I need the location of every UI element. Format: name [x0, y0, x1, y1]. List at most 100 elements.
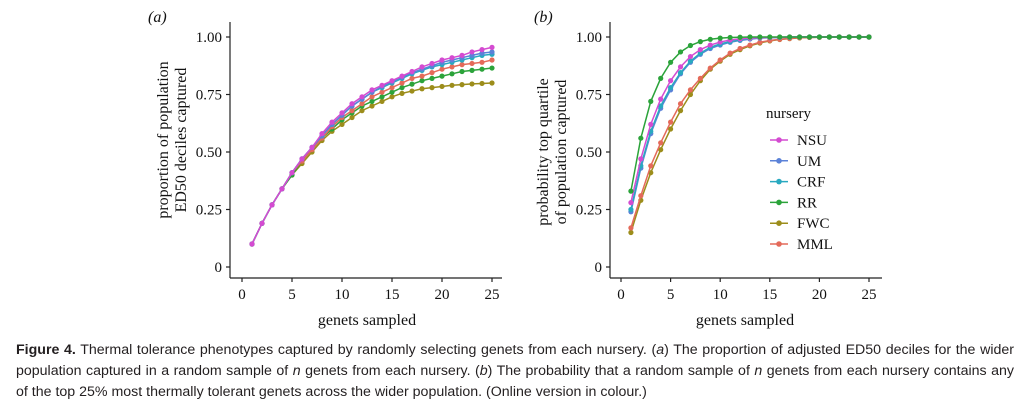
data-point-mml — [658, 140, 664, 146]
data-point-rr — [677, 49, 684, 55]
data-point-rr — [419, 78, 425, 84]
panel-label: (b) — [534, 9, 553, 26]
figure: (a) 0 0.25 0.50 0.75 1.00 0 5 10 15 20 25 genets sam… — [148, 9, 882, 329]
x-tick-label: 5 — [288, 287, 296, 303]
data-point-fwc — [677, 108, 684, 114]
data-point-mml — [628, 225, 634, 231]
y-axis-label: probability top quartileof population ca… — [535, 78, 570, 226]
panel-b: (b) 0 0.25 0.50 0.75 1.00 0 5 10 15 20 25 genets sam… — [534, 9, 882, 329]
series-line-mml — [630, 36, 869, 229]
data-point-nsu — [359, 94, 365, 100]
y-tick-label: 0.50 — [196, 145, 222, 161]
data-point-nsu — [249, 241, 255, 247]
data-point-rr — [747, 34, 753, 40]
data-point-mml — [747, 42, 753, 48]
data-point-rr — [638, 135, 644, 141]
data-point-rr — [866, 34, 872, 40]
data-point-mml — [757, 39, 763, 45]
data-point-nsu — [707, 42, 713, 48]
legend-entry-mml: MML — [797, 237, 833, 253]
data-point-nsu — [369, 87, 375, 93]
legend-swatch-dot — [776, 199, 782, 206]
data-point-rr — [687, 42, 694, 49]
data-point-nsu — [668, 78, 674, 84]
data-point-nsu — [449, 55, 455, 61]
data-point-mml — [409, 75, 415, 81]
data-point-nsu — [259, 220, 265, 226]
data-point-fwc — [379, 98, 385, 104]
caption-n-variable: n — [292, 363, 301, 379]
legend-swatch-dot — [776, 158, 782, 164]
data-point-mml — [369, 94, 375, 100]
data-point-mml — [439, 66, 445, 72]
data-point-rr — [836, 34, 842, 40]
data-point-mml — [697, 75, 703, 81]
data-point-fwc — [449, 82, 455, 88]
data-point-mml — [668, 119, 674, 125]
series-line-um — [630, 36, 869, 212]
data-point-nsu — [339, 110, 345, 116]
y-tick-label: 0 — [215, 260, 223, 276]
data-point-fwc — [399, 90, 405, 96]
data-point-rr — [389, 89, 395, 95]
x-axis-label: genets sampled — [318, 312, 416, 329]
data-point-nsu — [319, 131, 325, 137]
caption-text-4: ) The probability that a random sample o… — [487, 363, 755, 379]
data-point-crf — [668, 85, 674, 91]
x-tick-label: 5 — [667, 287, 675, 303]
legend-title: nursery — [766, 106, 811, 122]
data-point-mml — [379, 89, 385, 95]
legend-entry-fwc: FWC — [797, 216, 830, 232]
y-axis-label-line: of population captured — [553, 80, 570, 225]
data-point-fwc — [419, 86, 425, 92]
y-tick-label: 0.25 — [196, 203, 222, 219]
data-point-mml — [717, 57, 723, 63]
data-point-rr — [757, 34, 763, 40]
data-point-crf — [658, 103, 664, 109]
series-line-rr — [630, 36, 869, 192]
data-point-rr — [658, 75, 664, 81]
x-axis-label: genets sampled — [696, 312, 794, 329]
data-point-nsu — [399, 73, 405, 79]
data-point-rr — [399, 85, 405, 91]
legend-entry-crf: CRF — [797, 175, 825, 191]
data-point-fwc — [409, 88, 415, 94]
y-axis-label-line: ED50 deciles captured — [173, 68, 190, 213]
y-tick-label: 0.75 — [576, 88, 602, 104]
x-tick-label: 15 — [762, 287, 777, 303]
data-point-rr — [369, 98, 375, 104]
y-axis-label: proportion of populationED50 deciles cap… — [155, 61, 190, 218]
y-tick-label: 0.75 — [196, 88, 222, 104]
y-tick-label: 0 — [595, 260, 603, 276]
data-point-mml — [489, 57, 495, 63]
caption-text-3: genets from each nursery. ( — [300, 363, 480, 379]
data-point-crf — [628, 206, 634, 213]
legend-entry-nsu: NSU — [797, 133, 827, 149]
x-tick-label: 25 — [485, 287, 500, 303]
data-point-fwc — [389, 94, 395, 100]
x-tick-label: 10 — [713, 287, 728, 303]
data-point-rr — [777, 34, 783, 40]
x-tick-label: 15 — [385, 287, 400, 303]
data-point-rr — [856, 34, 862, 40]
data-point-mml — [359, 101, 365, 107]
caption-n-variable: n — [754, 363, 763, 379]
data-point-nsu — [677, 64, 684, 70]
data-point-nsu — [379, 82, 385, 88]
series-line-crf — [251, 53, 493, 245]
data-point-rr — [479, 66, 485, 72]
data-point-mml — [479, 59, 485, 65]
series-line-um — [251, 51, 493, 245]
legend-entry-rr: RR — [797, 195, 817, 211]
data-point-nsu — [717, 39, 723, 45]
data-point-fwc — [668, 126, 674, 132]
data-point-nsu — [389, 78, 395, 84]
panel-label: (a) — [148, 9, 167, 26]
data-point-rr — [717, 35, 723, 41]
data-point-mml — [677, 101, 684, 107]
series-line-fwc — [630, 36, 869, 233]
caption-label: Figure 4. — [16, 342, 76, 358]
data-point-rr — [846, 34, 852, 40]
data-point-fwc — [479, 80, 485, 87]
y-tick-label: 0.50 — [576, 145, 602, 161]
